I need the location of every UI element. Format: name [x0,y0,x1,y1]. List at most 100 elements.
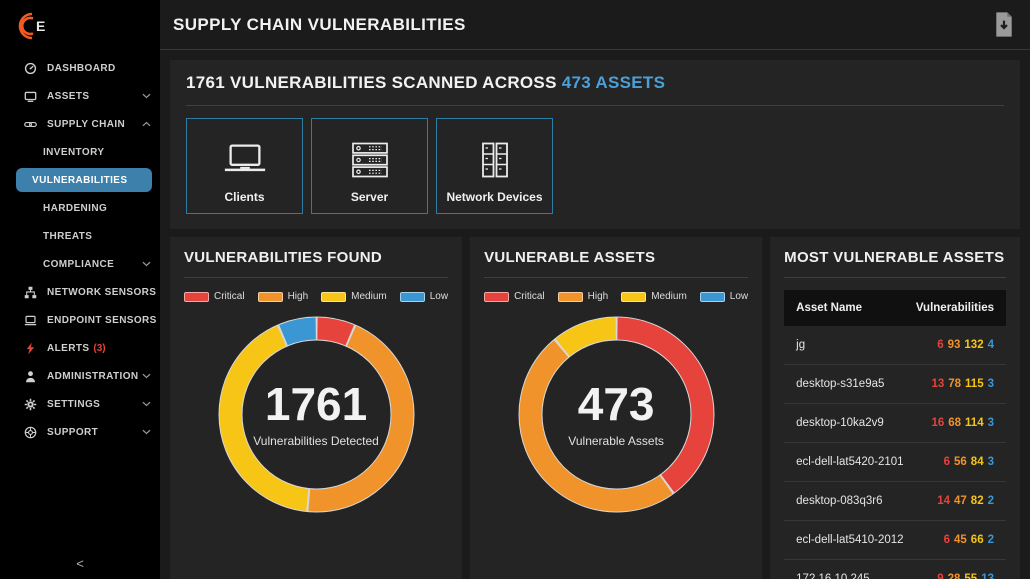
table-row[interactable]: desktop-10ka2v9 16 68 114 3 [784,404,1006,443]
vulnerability-counts: 14 47 82 2 [933,495,994,507]
file-download-icon [996,12,1012,37]
brand-logo[interactable]: E [0,0,160,46]
network-sensors-icon [24,285,38,299]
legend-swatch-low [699,291,725,302]
donut-ring [509,307,724,527]
sidebar-item-support[interactable]: SUPPORT [0,418,160,446]
table-row[interactable]: jg 6 93 132 4 [784,326,1006,365]
table-row[interactable]: desktop-s31e9a5 13 78 115 3 [784,365,1006,404]
count-medium: 82 [970,495,984,507]
panel-divider [484,277,749,278]
sidebar-item-label: DASHBOARD [47,62,116,74]
logo-letter: E [36,18,45,34]
sidebar-item-administration[interactable]: ADMINISTRATION [0,362,160,390]
legend-label: Critical [514,291,545,302]
sidebar-item-vulnerabilities[interactable]: VULNERABILITIES [16,168,152,192]
sidebar-item-compliance[interactable]: COMPLIANCE [0,250,160,278]
sidebar-item-label: SUPPLY CHAIN [47,118,126,130]
legend-item-medium: Medium [621,291,687,302]
count-critical: 6 [943,456,950,468]
asset-card-clients[interactable]: Clients [186,118,303,214]
legend-swatch-high [557,291,583,302]
panel-divider [184,277,449,278]
vulnerability-counts: 13 78 115 3 [927,378,994,390]
sidebar-item-label: VULNERABILITIES [32,174,128,186]
column-header-asset-name: Asset Name [796,302,862,314]
page-header: SUPPLY CHAIN VULNERABILITIES [160,0,1030,50]
sidebar-item-threats[interactable]: THREATS [0,222,160,250]
legend-item-low: Low [399,291,448,302]
sidebar-item-label: ASSETS [47,90,90,102]
count-low: 4 [987,339,994,351]
vulnerabilities-donut-chart: 1761 Vulnerabilities Detected [209,307,424,522]
count-critical: 16 [931,417,945,429]
chevron-down-icon [142,373,152,379]
count-critical: 13 [931,378,945,390]
asset-name: desktop-s31e9a5 [796,378,885,390]
legend-item-low: Low [699,291,748,302]
sidebar-item-network-sensors[interactable]: NETWORK SENSORS [0,278,160,306]
export-report-button[interactable] [993,10,1017,40]
sidebar-item-supply-chain[interactable]: SUPPLY CHAIN [0,110,160,138]
sidebar-item-inventory[interactable]: INVENTORY [0,138,160,166]
sidebar-item-alerts[interactable]: ALERTS (3) [0,334,160,362]
table-header-row: Asset Name Vulnerabilities [784,290,1006,326]
settings-icon [24,397,38,411]
scan-summary-title: 1761 VULNERABILITIES SCANNED ACROSS 473 … [186,73,1004,93]
table-row[interactable]: desktop-083q3r6 14 47 82 2 [784,482,1006,521]
count-low: 2 [987,495,994,507]
vulnerable-assets-panel: VULNERABLE ASSETS Critical High Medium Low … [470,237,763,579]
sidebar-item-label: COMPLIANCE [43,258,115,270]
asset-type-cards: Clients Server Network Devices [186,118,1004,214]
count-low: 3 [987,378,994,390]
panel-title: VULNERABLE ASSETS [484,249,656,266]
count-medium: 55 [964,573,978,579]
administration-icon [24,369,38,383]
vulnerability-counts: 6 93 132 4 [933,339,994,351]
legend-swatch-high [257,291,283,302]
donut-ring [209,307,424,527]
assets-count-link[interactable]: 473 ASSETS [561,73,666,92]
vulnerability-counts: 6 45 66 2 [940,534,994,546]
sidebar-item-endpoint-sensors[interactable]: ENDPOINT SENSORS [0,306,160,334]
table-row[interactable]: 172.16.10.245 9 28 55 13 [784,560,1006,579]
chevron-down-icon [142,93,152,99]
table-row[interactable]: ecl-dell-lat5410-2012 6 45 66 2 [784,521,1006,560]
count-low: 3 [987,417,994,429]
sidebar-item-label: ALERTS [47,342,90,354]
server-icon [347,142,393,178]
sidebar-item-assets[interactable]: ASSETS [0,82,160,110]
count-medium: 115 [965,378,984,390]
panel-title: MOST VULNERABLE ASSETS [784,249,1005,266]
scan-summary-panel: 1761 VULNERABILITIES SCANNED ACROSS 473 … [170,60,1020,229]
vulnerabilities-found-panel: VULNERABILITIES FOUND Critical High Medium… [170,237,463,579]
vulnerable-assets-donut-chart: 473 Vulnerable Assets [509,307,724,522]
count-high: 45 [954,534,967,546]
table-row[interactable]: ecl-dell-lat5420-2101 6 56 84 3 [784,443,1006,482]
sidebar-item-hardening[interactable]: HARDENING [0,194,160,222]
vulnerability-counts: 6 56 84 3 [940,456,994,468]
alerts-count-badge: (3) [93,342,106,354]
sidebar-item-settings[interactable]: SETTINGS [0,390,160,418]
chevron-down-icon [142,261,152,267]
count-critical: 6 [943,534,950,546]
legend-item-medium: Medium [321,291,387,302]
summary-divider [186,105,1004,106]
count-high: 56 [954,456,967,468]
sidebar-item-dashboard[interactable]: DASHBOARD [0,54,160,82]
scan-summary-text: 1761 VULNERABILITIES SCANNED ACROSS [186,73,562,92]
count-critical: 14 [937,495,950,507]
asset-card-server[interactable]: Server [311,118,428,214]
page-title: SUPPLY CHAIN VULNERABILITIES [173,14,466,34]
sidebar-item-label: NETWORK SENSORS [47,286,157,298]
panel-divider [784,277,1006,278]
asset-name: desktop-10ka2v9 [796,417,884,429]
panel-title: VULNERABILITIES FOUND [184,249,382,266]
endpoint-sensors-icon [24,313,38,327]
chevron-down-icon [142,401,152,407]
asset-card-network-devices[interactable]: Network Devices [436,118,553,214]
sidebar-collapse-button[interactable]: < [76,556,84,571]
count-high: 78 [948,378,962,390]
supply-chain-icon [24,117,38,131]
count-high: 93 [947,339,961,351]
